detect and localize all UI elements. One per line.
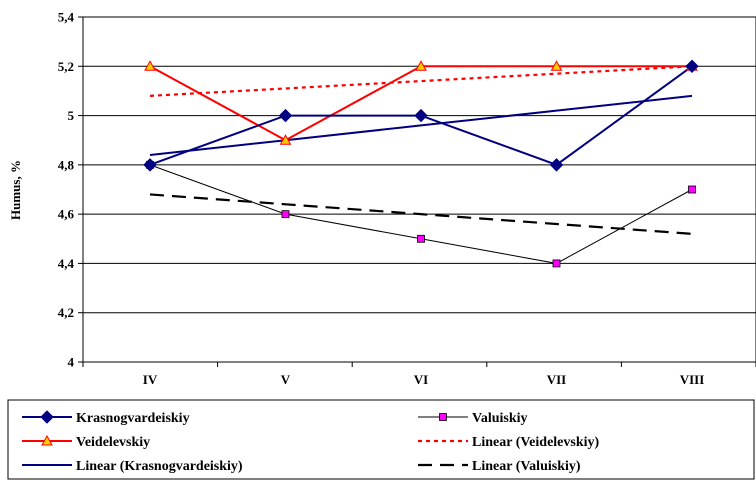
y-tick-label: 4,4	[58, 256, 75, 271]
data-point	[685, 59, 699, 73]
legend-label: Linear (Valuiskiy)	[472, 459, 581, 474]
legend-label: Valuiskiy	[472, 411, 528, 426]
data-point	[281, 210, 290, 219]
data-point	[552, 259, 561, 268]
data-point	[417, 234, 425, 243]
plot-area	[82, 16, 756, 363]
data-point	[279, 134, 292, 145]
y-tick-label: 4,2	[58, 305, 74, 320]
data-point	[549, 158, 564, 172]
y-tick-label: 5,4	[58, 10, 75, 25]
x-tick-label: V	[281, 372, 291, 387]
y-tick-label: 4	[68, 355, 75, 370]
x-tick-label: VI	[414, 372, 428, 387]
data-point	[688, 185, 696, 194]
grid	[83, 16, 756, 363]
series-group	[143, 59, 699, 268]
x-tick-label: IV	[143, 372, 158, 387]
y-tick-label: 5	[68, 108, 75, 123]
series-line	[149, 94, 693, 156]
legend-marker	[41, 434, 53, 446]
legend-marker	[439, 413, 447, 421]
data-point	[144, 60, 156, 71]
data-point	[414, 108, 428, 123]
series-line	[149, 65, 693, 97]
x-axis: IV V VI VII VIII	[82, 362, 756, 387]
y-axis-title: Humus, %	[8, 160, 23, 220]
legend-marker	[40, 410, 54, 424]
legend	[7, 399, 755, 480]
data-point	[278, 108, 293, 123]
legend-label: Krasnogvardeiskiy	[76, 411, 190, 426]
x-tick-label: VIII	[680, 372, 705, 387]
legend-label: Veidelevskiy	[76, 435, 150, 450]
y-tick-label: 4,6	[58, 207, 75, 222]
y-tick-label: 4,8	[58, 157, 75, 172]
data-point	[143, 158, 157, 172]
y-tick-label: 5,2	[58, 59, 74, 74]
legend-label: Linear (Veidelevskiy)	[472, 435, 600, 450]
legend-label: Linear (Krasnogvardeiskiy)	[76, 459, 243, 474]
y-axis: 4 4,2 4,4 4,6 4,8 5 5,2 5,4	[58, 10, 83, 370]
data-point	[550, 60, 563, 71]
x-tick-label: VII	[547, 372, 567, 387]
legend-items: Krasnogvardeiskiy Valuiskiy Veidelevskiy Li…	[22, 410, 600, 474]
data-point	[415, 60, 427, 71]
series-line	[149, 193, 693, 235]
